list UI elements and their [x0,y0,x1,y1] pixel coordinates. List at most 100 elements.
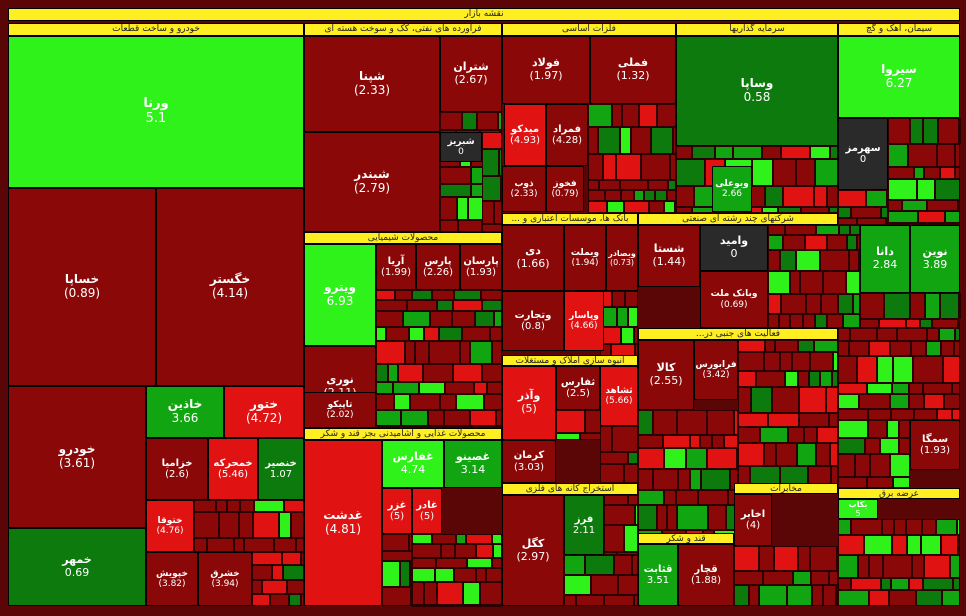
minor-tile[interactable] [937,409,952,420]
treemap-tile[interactable]: وبانک ملت (0.69) [700,271,768,328]
minor-tile[interactable] [851,578,881,590]
minor-tile[interactable] [812,585,823,606]
minor-tile[interactable] [816,225,839,235]
minor-tile[interactable] [638,469,653,490]
minor-tile[interactable] [838,218,857,225]
minor-tile[interactable] [400,561,410,587]
minor-tile[interactable] [667,505,677,530]
treemap-tile[interactable]: وبملت (1.94) [564,225,606,291]
minor-tile[interactable] [428,410,444,426]
minor-tile[interactable] [810,352,833,371]
minor-tile[interactable] [787,585,812,606]
minor-tile[interactable] [556,410,585,433]
minor-tile[interactable] [456,394,484,410]
minor-tile[interactable] [638,490,664,505]
minor-tile[interactable] [768,413,799,427]
minor-tile[interactable] [888,118,910,144]
minor-tile[interactable] [632,555,638,575]
treemap-tile[interactable]: فرابورس (3.42) [694,340,738,400]
minor-tile[interactable] [604,595,634,606]
minor-tile[interactable] [944,394,960,409]
minor-tile[interactable] [437,300,453,311]
minor-tile[interactable] [815,159,838,186]
minor-tile[interactable] [410,561,412,587]
minor-tile[interactable] [827,186,838,207]
minor-tile[interactable] [760,427,788,443]
minor-tile[interactable] [282,552,301,565]
minor-tile[interactable] [958,535,960,555]
minor-tile[interactable] [756,371,785,387]
minor-tile[interactable] [775,340,798,352]
minor-tile[interactable] [790,314,803,328]
treemap-tile[interactable]: سهرمز 0 [838,118,888,190]
minor-tile[interactable] [785,225,816,235]
minor-tile[interactable] [440,167,471,184]
minor-tile[interactable] [604,525,624,552]
minor-tile[interactable] [412,568,435,582]
minor-tile[interactable] [600,464,624,483]
minor-tile[interactable] [800,271,823,294]
minor-tile[interactable] [884,293,910,319]
minor-tile[interactable] [427,426,445,428]
minor-tile[interactable] [759,585,787,606]
minor-tile[interactable] [676,186,694,207]
minor-tile[interactable] [252,594,270,606]
minor-tile[interactable] [849,250,859,271]
minor-tile[interactable] [850,328,877,341]
minor-tile[interactable] [850,225,860,235]
minor-tile[interactable] [817,427,838,443]
minor-tile[interactable] [838,356,857,383]
minor-tile[interactable] [494,201,502,224]
treemap-tile[interactable]: نوین 3.89 [910,225,960,293]
minor-tile[interactable] [773,159,796,186]
minor-tile[interactable] [737,448,739,469]
treemap-tile[interactable]: وآذر (5) [502,366,556,440]
minor-tile[interactable] [499,149,502,176]
minor-tile[interactable] [738,387,751,413]
minor-tile[interactable] [940,293,959,319]
minor-tile[interactable] [888,211,918,223]
minor-tile[interactable] [909,578,923,590]
minor-tile[interactable] [823,271,846,294]
treemap-tile[interactable]: وامید 0 [700,225,768,271]
minor-tile[interactable] [480,582,502,605]
minor-tile[interactable] [638,505,657,530]
minor-tile[interactable] [738,340,765,352]
minor-tile[interactable] [564,595,576,606]
minor-tile[interactable] [376,394,394,410]
minor-tile[interactable] [395,290,412,300]
minor-tile[interactable] [749,585,759,606]
minor-tile[interactable] [888,200,902,211]
minor-tile[interactable] [838,409,868,420]
minor-tile[interactable] [424,582,437,605]
treemap-tile[interactable]: وبصادر (0.73) [606,225,638,291]
minor-tile[interactable] [607,201,624,213]
minor-tile[interactable] [676,159,705,186]
treemap-tile[interactable]: غزر (5) [382,488,412,534]
minor-tile[interactable] [927,200,958,211]
minor-tile[interactable] [456,534,466,544]
treemap-tile[interactable]: غادر (5) [412,488,442,534]
minor-tile[interactable] [412,544,441,558]
treemap-tile[interactable]: خودرو (3.61) [8,386,146,528]
minor-tile[interactable] [482,149,499,176]
minor-tile[interactable] [923,383,952,394]
minor-tile[interactable] [958,319,960,328]
minor-tile[interactable] [779,314,790,328]
minor-tile[interactable] [938,118,959,144]
minor-tile[interactable] [908,144,937,167]
minor-tile[interactable] [194,500,216,512]
treemap-tile[interactable]: فولاد (1.97) [502,36,590,104]
minor-tile[interactable] [407,300,437,311]
minor-tile[interactable] [838,555,858,578]
minor-tile[interactable] [830,146,838,159]
minor-tile[interactable] [412,605,438,607]
minor-tile[interactable] [649,201,664,213]
minor-tile[interactable] [838,190,866,207]
minor-tile[interactable] [496,410,502,426]
minor-tile[interactable] [239,512,253,538]
minor-tile[interactable] [738,427,760,443]
minor-tile[interactable] [829,207,838,213]
minor-tile[interactable] [914,167,924,179]
minor-tile[interactable] [621,190,634,201]
